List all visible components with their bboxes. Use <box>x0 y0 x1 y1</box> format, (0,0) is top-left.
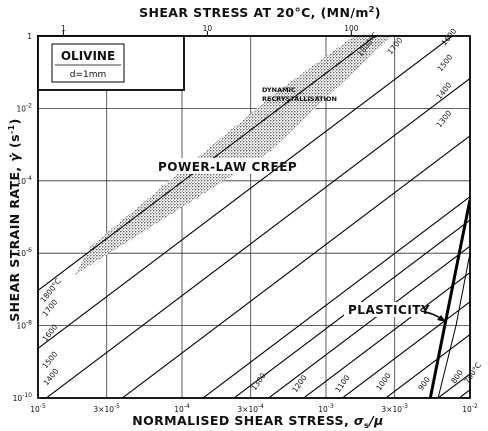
isotherm-label-right-5: 1300 <box>434 108 453 129</box>
x-tick-label-1: 3×10-5 <box>93 403 120 414</box>
isotherm-label-right-3: 1500 <box>435 52 454 73</box>
top-tick-label-0: 1 <box>61 24 66 33</box>
x-tick-label-5: 3×10-3 <box>381 403 408 414</box>
dynamic-recrystallisation-band <box>74 36 392 275</box>
grain-size: d=1mm <box>70 70 107 80</box>
x-tick-label-2: 10-4 <box>174 403 190 414</box>
isotherm-5 <box>233 219 470 398</box>
material-legend-box: OLIVINE d=1mm <box>37 35 185 91</box>
plot-area: 1800°C1800°C1700170016001600150015001400… <box>13 24 483 414</box>
plot-frame <box>37 35 471 399</box>
x-tick-label-4: 10-3 <box>318 403 334 414</box>
plasticity-boundary <box>428 199 470 398</box>
y-tick-label-0: 1 <box>27 32 32 41</box>
isotherm-label-bottom-7: 1100 <box>333 373 351 394</box>
y-tick-label-2: 10-4 <box>16 175 32 186</box>
isotherm-6 <box>267 245 470 398</box>
isotherm-2 <box>45 77 470 398</box>
isotherm-0 <box>38 36 377 291</box>
plasticity-pointer-head <box>437 315 446 322</box>
isotherm-10 <box>437 373 470 398</box>
isotherm-label-right-4: 1400 <box>434 80 453 101</box>
isotherm-7 <box>302 271 470 398</box>
region-label-dynamic-line1: DYNAMIC <box>262 86 296 94</box>
y-axis-title: SHEAR STRAIN RATE, γ̇ (s-1) <box>7 118 22 322</box>
material-name: OLIVINE <box>61 49 115 63</box>
region-label-plasticity: PLASTICITY <box>348 303 430 317</box>
x-tick-label-3: 3×10-4 <box>237 403 264 414</box>
isotherm-label-left-4: 1400 <box>41 366 60 387</box>
y-tick-label-4: 10-8 <box>16 320 32 331</box>
isotherm-9 <box>384 333 470 398</box>
isotherm-label-bottom-8: 1000 <box>374 371 392 392</box>
y-tick-label-3: 10-6 <box>16 247 32 258</box>
top-tick-label-2: 100 <box>344 24 359 33</box>
x-axis-title: NORMALISED SHEAR STRESS, σs/μ <box>132 413 384 430</box>
power-law-label-bg <box>155 158 269 174</box>
isotherm-label-bottom-11: 700°C <box>462 361 483 385</box>
region-label-dynamic-line2: RECRYSTALLISATION <box>262 95 337 103</box>
x-tick-label-6: 10-2 <box>462 403 478 414</box>
top-tick-label-1: 10 <box>203 24 213 33</box>
x-tick-label-0: 10-5 <box>30 403 46 414</box>
isotherm-3 <box>121 135 470 398</box>
y-tick-label-5: 10-10 <box>13 392 33 403</box>
isotherm-label-bottom-10: 800 <box>449 368 465 385</box>
y-tick-label-1: 10-2 <box>16 102 32 113</box>
isotherm-label-bottom-9: 900 <box>416 375 432 392</box>
plasticity-label-bg <box>344 302 420 317</box>
region-label-power-law-creep: POWER-LAW CREEP <box>158 160 297 174</box>
isotherm-label-left-3: 1500 <box>40 349 59 370</box>
isotherm-8 <box>341 301 470 398</box>
isotherm-1 <box>38 36 454 349</box>
material-box-inner <box>51 43 125 83</box>
top-axis-title: SHEAR STRESS AT 20°C, (MN/m2) <box>139 5 381 20</box>
isotherm-4 <box>202 195 470 398</box>
plasticity-boundary-secondary <box>437 253 470 398</box>
isotherm-label-bottom-6: 1200 <box>290 373 308 394</box>
